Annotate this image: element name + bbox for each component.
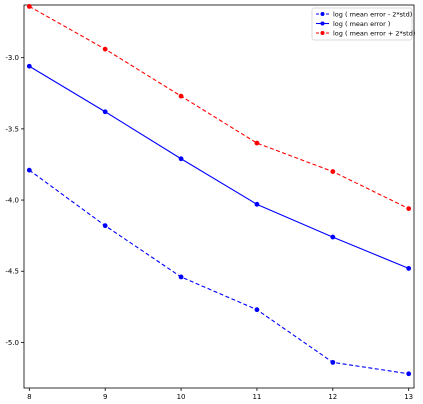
y-axis: -5.0 -4.5 -4.0 -3.5 -3.0 <box>5 54 24 347</box>
y-tick-label: -5.0 <box>5 339 19 347</box>
y-tick-label: -4.0 <box>5 197 19 205</box>
series-layer <box>26 4 412 377</box>
series-0-point <box>254 307 260 313</box>
x-tick-label: 10 <box>177 393 186 401</box>
series-2-point <box>330 169 336 174</box>
x-tick-label: 8 <box>27 393 31 401</box>
series-1-point <box>178 156 184 162</box>
x-tick-label: 13 <box>404 393 413 401</box>
x-axis: 8 9 10 11 12 13 <box>27 388 413 401</box>
legend-box <box>311 7 413 41</box>
y-tick-label: -3.0 <box>5 54 19 62</box>
series-line-2 <box>29 5 409 210</box>
series-line-0 <box>28 169 409 375</box>
legend-marker <box>320 31 325 35</box>
series-1-point <box>406 266 412 271</box>
series-1-point <box>330 234 336 240</box>
legend: log ( mean error - 2*std) log ( mean erro… <box>311 7 415 41</box>
legend-label: log ( mean error - 2*std) <box>333 10 412 18</box>
legend-marker <box>320 12 325 16</box>
y-tick-label: -4.5 <box>5 268 19 276</box>
x-tick-label: 12 <box>328 393 337 401</box>
series-0-point <box>102 223 108 229</box>
legend-label: log ( mean error ) <box>333 20 390 28</box>
series-0-point <box>178 274 184 280</box>
series-2-point <box>178 93 184 99</box>
plot-frame <box>23 4 415 389</box>
series-0-point <box>26 167 32 173</box>
series-1-point <box>26 63 32 69</box>
series-2-point <box>102 46 108 52</box>
y-tick-label: -3.5 <box>5 125 19 133</box>
series-1-point <box>102 109 108 115</box>
x-tick-label: 11 <box>252 393 261 401</box>
x-tick-label: 9 <box>103 393 107 401</box>
series-1-point <box>254 201 260 207</box>
legend-marker <box>320 21 325 26</box>
series-0-point <box>406 371 412 377</box>
legend-label: log ( mean error + 2*std) <box>333 29 415 37</box>
series-2-point <box>26 4 32 9</box>
series-0-point <box>330 359 336 365</box>
series-line-1 <box>29 65 409 269</box>
series-2-point <box>254 140 260 146</box>
series-2-point <box>406 206 412 212</box>
